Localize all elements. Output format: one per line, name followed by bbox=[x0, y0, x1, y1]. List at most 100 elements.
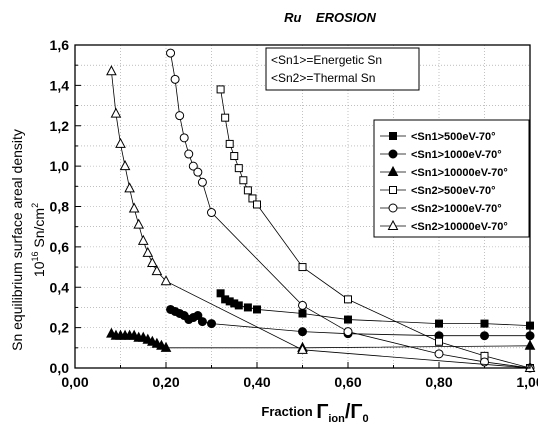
data-point bbox=[216, 289, 225, 298]
chart-title: Ru EROSION bbox=[284, 10, 376, 25]
data-point bbox=[128, 202, 140, 213]
data-point bbox=[239, 176, 248, 185]
data-point bbox=[297, 343, 308, 354]
legend-marker bbox=[388, 203, 398, 213]
series-1 bbox=[216, 289, 534, 330]
data-point bbox=[243, 186, 252, 195]
legend: <Sn1>500eV-70° <Sn1>1000eV-70° <Sn1>10000e… bbox=[373, 119, 530, 238]
data-point bbox=[184, 149, 194, 159]
plot-frame bbox=[74, 44, 531, 369]
data-point bbox=[248, 194, 257, 203]
series-5 bbox=[166, 48, 535, 373]
legend-label: <Sn1>500eV-70° bbox=[411, 131, 496, 143]
data-point bbox=[175, 111, 185, 121]
data-point bbox=[160, 275, 172, 286]
legend-label: <Sn2>500eV-70° bbox=[411, 185, 496, 197]
data-point bbox=[480, 319, 489, 328]
series-3 bbox=[106, 327, 536, 352]
data-point bbox=[170, 74, 180, 84]
legend-label: <Sn1>10000eV-70° bbox=[411, 167, 508, 179]
data-point bbox=[298, 263, 307, 272]
data-point bbox=[298, 327, 307, 337]
data-point bbox=[207, 208, 216, 218]
data-point bbox=[216, 85, 225, 94]
legend-item: <Sn1>10000eV-70° bbox=[380, 165, 508, 179]
legend-label: <Sn1>1000eV-70° bbox=[411, 149, 502, 161]
data-point bbox=[197, 317, 207, 327]
y-tick-label: 0,6 bbox=[50, 239, 70, 255]
series-6 bbox=[106, 65, 536, 372]
data-point bbox=[344, 315, 352, 324]
legend-marker bbox=[387, 219, 399, 230]
data-point bbox=[230, 152, 239, 161]
legend-item: <Sn1>500eV-70° bbox=[380, 131, 496, 143]
data-point bbox=[193, 311, 203, 321]
y-axis-label-line2: 1016 Sn/cm2 bbox=[30, 203, 47, 277]
y-tick-label: 0,4 bbox=[50, 279, 70, 295]
x-tick-label: 0,00 bbox=[61, 374, 88, 390]
x-tick-label: 0,80 bbox=[425, 374, 452, 390]
x-tick-label: 0,20 bbox=[152, 374, 179, 390]
data-point bbox=[142, 246, 154, 257]
legend-item: <Sn2>500eV-70° bbox=[380, 185, 496, 197]
data-point bbox=[106, 65, 117, 76]
legend-label: <Sn2>10000eV-70° bbox=[411, 221, 508, 233]
data-point bbox=[124, 182, 135, 193]
data-point bbox=[179, 133, 189, 143]
data-point bbox=[298, 300, 307, 310]
data-point bbox=[234, 301, 243, 310]
y-tick-label: 1,0 bbox=[50, 158, 70, 174]
x-tick-label: 0,60 bbox=[334, 374, 361, 390]
grid bbox=[75, 45, 530, 368]
legend-item: <Sn2>10000eV-70° bbox=[380, 219, 508, 233]
data-point bbox=[151, 265, 163, 276]
data-point bbox=[137, 234, 149, 245]
data-point bbox=[119, 160, 131, 171]
data-point bbox=[110, 107, 122, 118]
legend-item: <Sn1>1000eV-70° bbox=[380, 149, 502, 161]
y-axis-label-line1: Sn equilibrium surface areal density bbox=[9, 129, 25, 351]
legend-marker bbox=[387, 165, 399, 176]
data-point bbox=[160, 341, 172, 352]
data-point bbox=[207, 319, 216, 329]
data-point bbox=[188, 161, 198, 171]
data-point bbox=[298, 309, 307, 318]
data-point bbox=[133, 218, 145, 229]
series-4 bbox=[216, 85, 534, 372]
y-tick-label: 0,0 bbox=[50, 360, 70, 376]
data-point bbox=[344, 295, 352, 304]
legend-marker bbox=[389, 186, 397, 194]
data-point bbox=[115, 137, 126, 148]
data-point bbox=[147, 256, 158, 268]
data-point bbox=[253, 200, 261, 209]
data-point bbox=[197, 177, 207, 187]
y-tick-label: 1,4 bbox=[50, 77, 70, 93]
note-line-2: <Sn2>=Thermal Sn bbox=[271, 71, 375, 85]
data-point bbox=[343, 327, 353, 337]
axis-ticks: 0,00 0,20 0,40 0,60 0,80 1,00 0,0 0,2 0,4 0,6 0,8 1… bbox=[50, 37, 538, 390]
data-point bbox=[234, 164, 243, 173]
y-tick-label: 1,6 bbox=[50, 37, 70, 53]
data-point bbox=[480, 331, 489, 341]
data-point bbox=[435, 337, 443, 346]
data-point bbox=[193, 167, 203, 177]
data-point bbox=[166, 48, 176, 58]
data-point bbox=[225, 139, 234, 148]
x-axis-label: Fraction Γion/Γ0 bbox=[261, 401, 368, 425]
note-line-1: <Sn1>=Energetic Sn bbox=[271, 53, 382, 67]
data-point bbox=[243, 303, 252, 312]
legend-marker bbox=[388, 149, 398, 159]
data-point bbox=[435, 319, 443, 328]
y-tick-label: 1,2 bbox=[50, 118, 70, 134]
legend-marker bbox=[389, 132, 397, 140]
note-box: <Sn1>=Energetic Sn <Sn2>=Thermal Sn bbox=[265, 47, 420, 91]
data-point bbox=[434, 349, 444, 359]
data-point bbox=[221, 113, 230, 122]
x-tick-label: 0,40 bbox=[243, 374, 270, 390]
legend-item: <Sn2>1000eV-70° bbox=[380, 203, 502, 215]
legend-label: <Sn2>1000eV-70° bbox=[411, 203, 502, 215]
data-point bbox=[253, 305, 261, 314]
y-tick-label: 0,2 bbox=[50, 320, 70, 336]
x-tick-label: 1,00 bbox=[516, 374, 538, 390]
